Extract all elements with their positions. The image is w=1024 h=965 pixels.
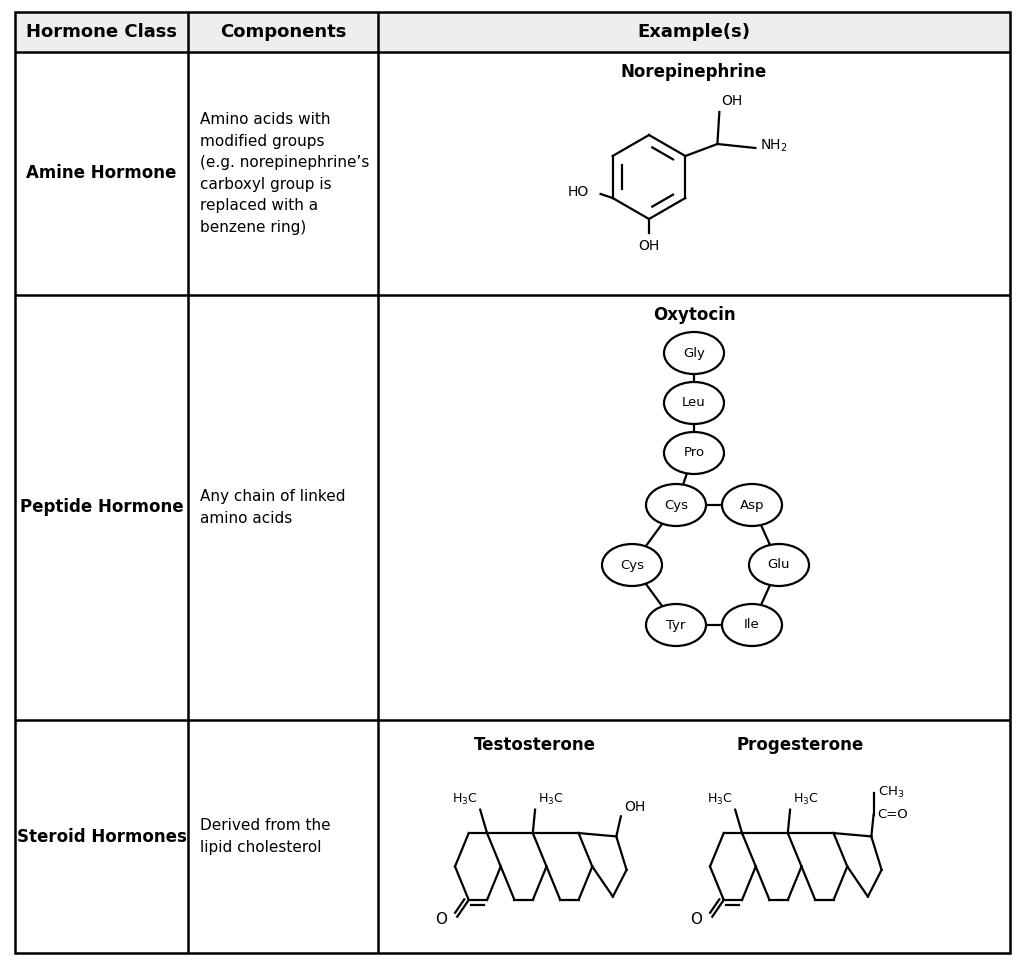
Text: Peptide Hormone: Peptide Hormone [19, 499, 183, 516]
Text: H$_3$C: H$_3$C [538, 791, 563, 807]
Text: Gly: Gly [683, 346, 705, 360]
Text: CH$_3$: CH$_3$ [878, 786, 904, 801]
Text: O: O [435, 912, 447, 927]
Text: Ile: Ile [744, 619, 760, 631]
Ellipse shape [664, 382, 724, 424]
Ellipse shape [646, 484, 706, 526]
Text: H$_3$C: H$_3$C [793, 791, 818, 807]
Ellipse shape [749, 544, 809, 586]
Text: Derived from the
lipid cholesterol: Derived from the lipid cholesterol [200, 818, 331, 855]
Text: Leu: Leu [682, 397, 706, 409]
Text: Tyr: Tyr [667, 619, 686, 631]
Text: Amine Hormone: Amine Hormone [27, 164, 177, 182]
Text: Steroid Hormones: Steroid Hormones [16, 828, 186, 845]
Ellipse shape [602, 544, 662, 586]
Text: Cys: Cys [664, 499, 688, 511]
Text: Testosterone: Testosterone [474, 736, 596, 754]
Text: Any chain of linked
amino acids: Any chain of linked amino acids [200, 489, 345, 526]
Ellipse shape [664, 432, 724, 474]
Text: NH$_2$: NH$_2$ [761, 138, 788, 154]
Text: Oxytocin: Oxytocin [652, 306, 735, 324]
Text: Asp: Asp [739, 499, 764, 511]
Text: Glu: Glu [768, 559, 791, 571]
Text: Hormone Class: Hormone Class [26, 23, 177, 41]
Text: O: O [690, 912, 702, 927]
Text: Cys: Cys [620, 559, 644, 571]
Text: Example(s): Example(s) [638, 23, 751, 41]
Ellipse shape [722, 484, 782, 526]
Text: OH: OH [721, 94, 742, 108]
Text: H$_3$C: H$_3$C [452, 791, 477, 807]
Text: H$_3$C: H$_3$C [707, 791, 732, 807]
Text: Norepinephrine: Norepinephrine [621, 63, 767, 81]
Text: OH: OH [638, 239, 659, 253]
Bar [16, 13, 1009, 51]
Text: Components: Components [220, 23, 346, 41]
Text: HO: HO [567, 185, 589, 199]
Text: Pro: Pro [683, 447, 705, 459]
Text: OH: OH [624, 800, 645, 814]
Text: Amino acids with
modified groups
(e.g. norepinephrine’s
carboxyl group is
replac: Amino acids with modified groups (e.g. n… [200, 112, 370, 235]
Ellipse shape [722, 604, 782, 646]
Text: Progesterone: Progesterone [736, 736, 863, 754]
Ellipse shape [646, 604, 706, 646]
Ellipse shape [664, 332, 724, 374]
Text: C=O: C=O [878, 808, 908, 821]
